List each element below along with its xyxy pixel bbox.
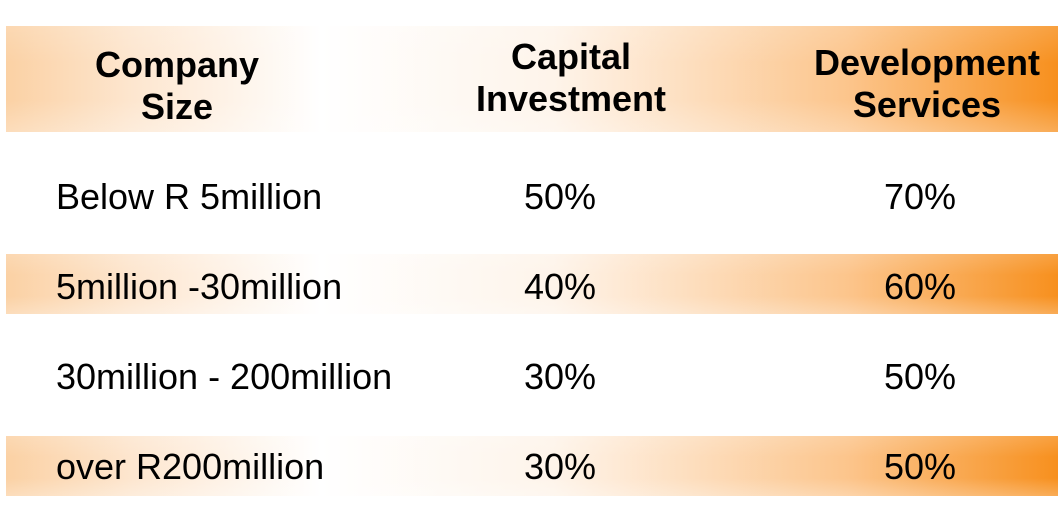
row-4-development-services: 50%	[884, 446, 957, 487]
row-3-capital-investment: 30%	[524, 356, 597, 397]
row-4-capital-investment: 30%	[524, 446, 597, 487]
row-1-development-services: 70%	[884, 176, 957, 217]
header-row-band	[6, 26, 1058, 132]
incentive-table: Company Size Capital Investment Developm…	[6, 0, 1058, 522]
row-2-development-services: 60%	[884, 266, 957, 307]
header-development-services: Development Services	[813, 42, 1041, 125]
row-2-capital-investment: 40%	[524, 266, 597, 307]
row-1-company-size: Below R 5million	[56, 176, 323, 217]
row-1-capital-investment: 50%	[524, 176, 597, 217]
row-band-4	[6, 436, 1058, 496]
row-2-company-size: 5million -30million	[56, 266, 343, 307]
row-4-company-size: over R200million	[56, 446, 325, 487]
row-3-development-services: 50%	[884, 356, 957, 397]
row-3-company-size: 30million - 200million	[56, 356, 393, 397]
row-band-2	[6, 254, 1058, 314]
header-capital-investment: Capital Investment	[475, 36, 667, 119]
header-company-size: Company Size	[94, 44, 260, 127]
